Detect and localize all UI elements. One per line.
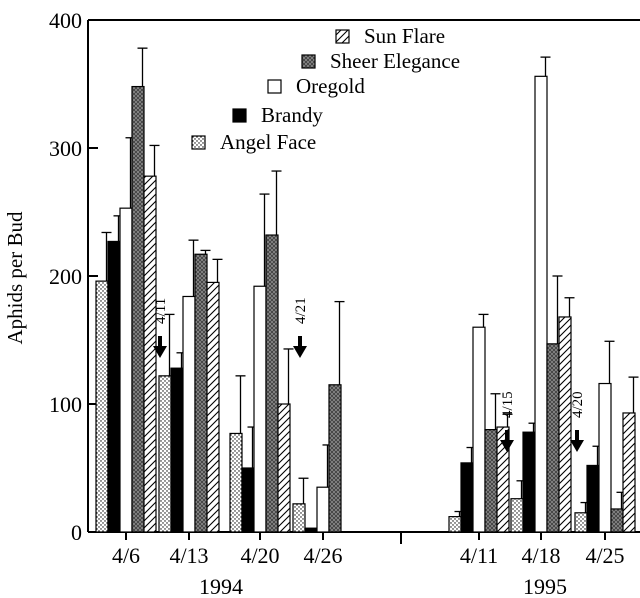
bar-brandy xyxy=(107,240,121,533)
legend-swatch xyxy=(301,54,316,69)
axis-labels: 4/6 4/13 4/20 4/26 1994 4/11 4/18 4/25 1995 xyxy=(112,543,625,598)
bar-sun-flare xyxy=(622,412,636,533)
arrow-down-icon xyxy=(570,440,584,452)
x-tick-label: 4/13 xyxy=(169,543,208,568)
bar-oregold xyxy=(119,207,133,533)
bar-oregold xyxy=(598,382,612,533)
bar-sun-flare xyxy=(496,426,510,533)
bar-brandy xyxy=(304,527,318,533)
x-tick-label: 4/11 xyxy=(460,543,498,568)
arrow-down-icon xyxy=(153,346,167,358)
bar-sheer-elegance xyxy=(328,384,342,533)
bar-brandy xyxy=(170,367,184,533)
x-tick-label: 4/20 xyxy=(240,543,279,568)
bar-sun-flare xyxy=(558,316,572,533)
bar-sun-flare xyxy=(143,175,157,533)
bar-brandy xyxy=(586,464,600,533)
y-axis-title: Aphids per Bud xyxy=(3,211,27,344)
year-label: 1994 xyxy=(199,574,243,598)
legend-swatch xyxy=(267,79,282,94)
arrow-down-icon xyxy=(500,440,514,452)
bar-sheer-elegance xyxy=(610,508,624,533)
bar-angel-face xyxy=(158,375,172,533)
date-annotation: 4/20 xyxy=(570,391,586,418)
legend-label: Oregold xyxy=(296,74,365,98)
date-annotation: 4/21 xyxy=(293,297,309,324)
bar-sheer-elegance xyxy=(265,234,279,533)
legend-label: Angel Face xyxy=(220,130,316,154)
legend-label: Sheer Elegance xyxy=(330,49,460,73)
date-annotation: 4/15 xyxy=(500,391,516,418)
bar-brandy xyxy=(241,467,255,533)
bar-sheer-elegance xyxy=(194,253,208,533)
x-tick-label: 4/18 xyxy=(521,543,560,568)
year-label: 1995 xyxy=(523,574,567,598)
y-tick-label: 0 xyxy=(71,520,82,545)
bar-oregold xyxy=(534,75,548,533)
y-tick-label: 200 xyxy=(49,264,82,289)
bars xyxy=(95,47,639,533)
bar-brandy xyxy=(522,431,536,533)
legend-label: Brandy xyxy=(261,103,323,127)
bar-oregold xyxy=(253,285,267,533)
x-tick-label: 4/25 xyxy=(585,543,624,568)
bar-sheer-elegance xyxy=(484,429,498,533)
legend-swatch xyxy=(232,108,247,123)
legend-label: Sun Flare xyxy=(364,24,445,48)
annotations: 4/11 4/21 4/15 4/20 xyxy=(153,297,586,452)
bar-oregold xyxy=(182,295,196,533)
bar-brandy xyxy=(460,462,474,533)
bar-angel-face xyxy=(448,516,462,533)
y-tick-label: 400 xyxy=(49,8,82,33)
bar-angel-face xyxy=(510,498,524,533)
bar-angel-face xyxy=(292,503,306,533)
bar-angel-face xyxy=(229,432,243,533)
bar-angel-face xyxy=(574,512,588,533)
bar-sun-flare xyxy=(277,403,291,533)
date-annotation: 4/11 xyxy=(153,298,169,324)
bar-sheer-elegance xyxy=(546,343,560,533)
bar-sun-flare xyxy=(206,281,220,533)
bar-sheer-elegance xyxy=(131,85,145,533)
arrow-down-icon xyxy=(293,346,307,358)
legend-swatch xyxy=(191,135,206,150)
y-tick-label: 300 xyxy=(49,136,82,161)
legend-swatch xyxy=(335,29,350,44)
x-tick-label: 4/6 xyxy=(112,543,140,568)
y-tick-label: 100 xyxy=(49,392,82,417)
bar-angel-face xyxy=(95,280,109,533)
bar-oregold xyxy=(472,326,486,533)
x-tick-label: 4/26 xyxy=(303,543,342,568)
bar-oregold xyxy=(316,486,330,533)
